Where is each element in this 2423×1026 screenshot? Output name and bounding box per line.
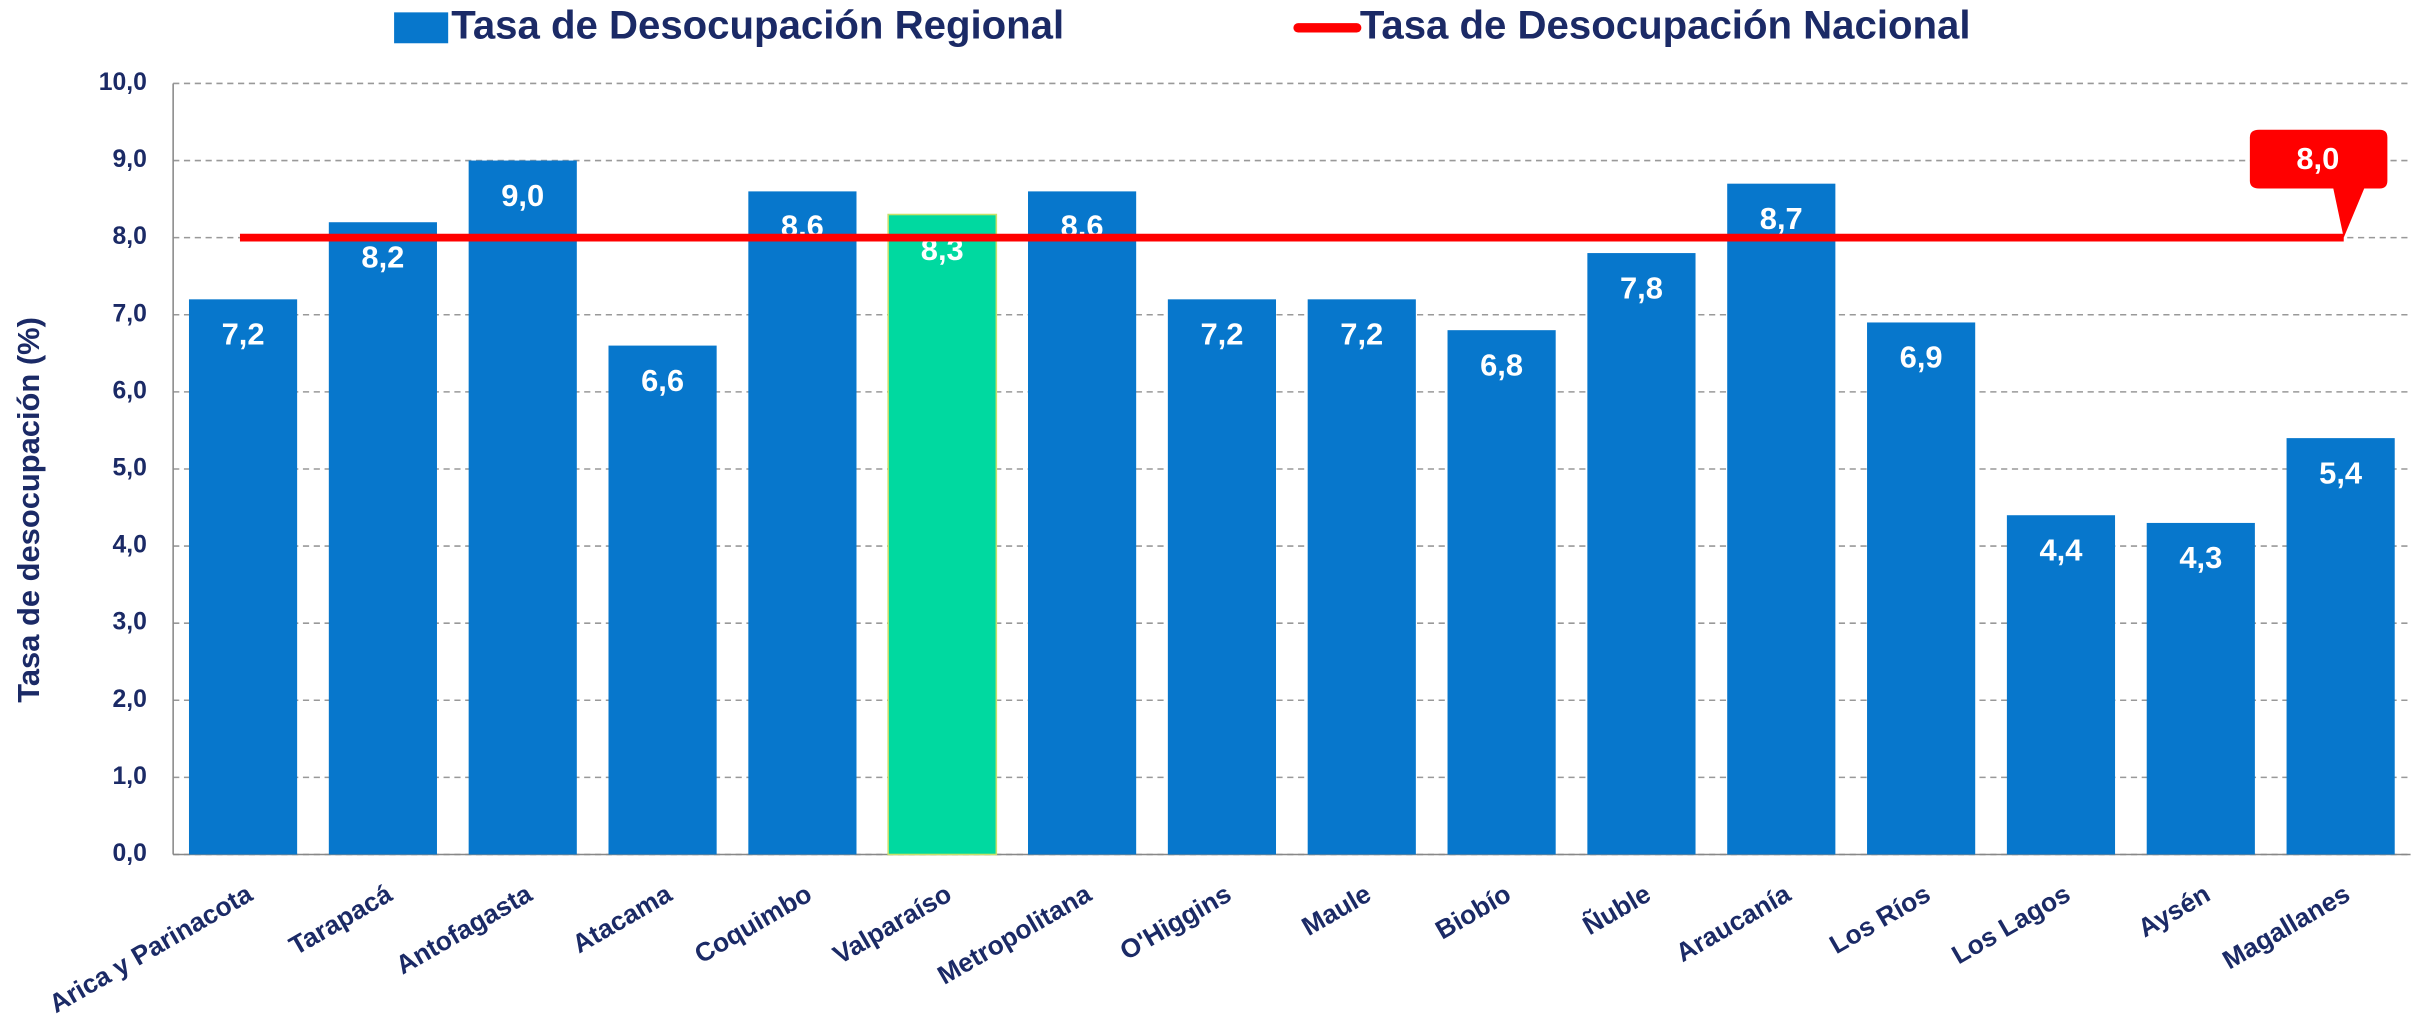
x-tick-label: Aysén — [2133, 878, 2215, 943]
value-label: 8,2 — [361, 239, 404, 274]
bar — [1867, 322, 1976, 855]
bar — [328, 222, 437, 855]
callout-box — [2249, 129, 2388, 238]
value-label: 9,0 — [501, 178, 544, 213]
bar — [188, 299, 298, 855]
bar — [468, 160, 577, 855]
value-label: 5,4 — [2319, 455, 2363, 490]
y-tick-label: 5,0 — [112, 454, 146, 481]
value-label: 7,2 — [1340, 317, 1383, 352]
y-tick-label: 6,0 — [112, 377, 146, 404]
value-label: 6,8 — [1480, 347, 1523, 382]
x-tick-label: Los Ríos — [1824, 878, 1935, 959]
y-tick-label: 1,0 — [112, 763, 146, 790]
bar — [1727, 183, 1836, 855]
legend-label: Tasa de Desocupación Nacional — [1360, 2, 1971, 47]
bar — [1167, 299, 1277, 855]
y-tick-label: 8,0 — [112, 223, 146, 250]
x-tick-label: Metropolitana — [932, 878, 1096, 990]
bar — [887, 213, 998, 856]
value-label: 4,3 — [2179, 540, 2222, 575]
value-label: 8,7 — [1760, 201, 1803, 236]
callout-label: 8,0 — [2296, 141, 2339, 176]
x-tick-label: Biobío — [1430, 878, 1516, 945]
x-tick-label: Magallanes — [2217, 878, 2355, 975]
value-label: 7,2 — [1200, 317, 1243, 352]
bar — [748, 191, 857, 855]
bar — [608, 345, 717, 855]
y-axis-title: Tasa de desocupación (%) — [11, 317, 46, 703]
legend-label: Tasa de Desocupación Regional — [451, 2, 1064, 47]
bar — [2146, 522, 2255, 855]
x-tick-label: Coquimbo — [689, 878, 816, 969]
x-tick-label: Arica y Parinacota — [44, 878, 258, 1019]
y-tick-label: 9,0 — [112, 146, 146, 173]
y-tick-label: 0,0 — [112, 840, 146, 867]
value-label: 6,6 — [641, 363, 684, 398]
bar — [2006, 515, 2116, 855]
legend-swatch — [394, 12, 449, 44]
bar — [2286, 438, 2395, 855]
x-tick-label: Atacama — [567, 878, 677, 959]
y-tick-label: 7,0 — [112, 300, 146, 327]
x-tick-label: Antofagasta — [391, 878, 538, 980]
x-tick-label: Ñuble — [1577, 878, 1655, 940]
x-tick-label: Valparaíso — [828, 878, 957, 970]
bar — [1307, 299, 1416, 855]
x-tick-label: Los Lagos — [1946, 878, 2075, 970]
value-label: 7,8 — [1620, 270, 1663, 305]
bar — [1587, 253, 1696, 855]
y-tick-label: 10,0 — [99, 69, 147, 96]
x-tick-label: O'Higgins — [1115, 878, 1236, 965]
y-tick-label: 2,0 — [112, 686, 146, 713]
x-tick-label: Tarapacá — [284, 878, 397, 961]
y-tick-label: 3,0 — [112, 609, 146, 636]
bar — [1028, 191, 1137, 855]
bar — [1447, 330, 1556, 855]
x-tick-label: Araucanía — [1671, 878, 1796, 968]
y-tick-label: 4,0 — [112, 532, 146, 559]
x-tick-label: Maule — [1297, 878, 1376, 941]
value-label: 4,4 — [2039, 532, 2083, 567]
value-label: 7,2 — [222, 317, 265, 352]
value-label: 6,9 — [1900, 340, 1943, 375]
